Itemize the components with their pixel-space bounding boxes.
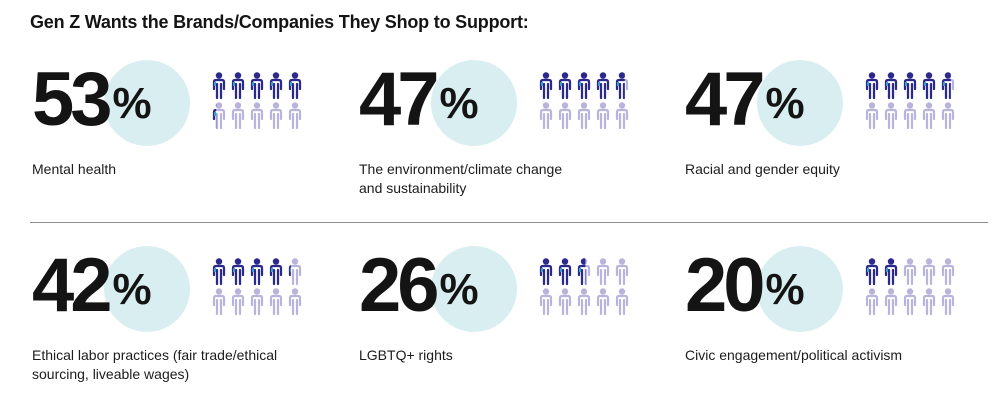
- person-icon: [922, 72, 936, 100]
- people-icon-grid: [537, 72, 637, 130]
- stat-card-civic-engagement: 20% Civic engagement/political activism: [683, 246, 983, 416]
- stat-label: Racial and gender equity: [685, 161, 840, 177]
- highlight-circle: [757, 246, 843, 332]
- person-icon: [884, 72, 898, 100]
- people-grid-svg: [539, 72, 629, 130]
- person-icon: [539, 258, 553, 286]
- person-icon: [539, 102, 553, 130]
- stat-label: Ethical labor practices (fair trade/ethi…: [32, 347, 278, 382]
- stat-value: 42%: [32, 243, 152, 328]
- person-icon: [250, 258, 264, 286]
- person-icon: [941, 102, 955, 130]
- person-icon: [231, 72, 245, 100]
- person-icon: [615, 258, 629, 286]
- person-icon: [615, 72, 629, 100]
- person-icon: [250, 102, 264, 130]
- divider: [30, 222, 988, 223]
- person-icon: [922, 102, 936, 130]
- person-icon: [212, 288, 226, 316]
- person-icon: [539, 288, 553, 316]
- stat-label: Mental health: [32, 161, 117, 177]
- person-icon: [903, 72, 917, 100]
- person-icon: [596, 72, 610, 100]
- person-icon: [922, 258, 936, 286]
- people-grid-svg: [539, 258, 629, 316]
- stat-value: 53%: [32, 57, 152, 142]
- person-icon: [922, 288, 936, 316]
- person-icon: [212, 102, 226, 130]
- highlight-circle: [431, 60, 517, 146]
- highlight-circle: [757, 60, 843, 146]
- person-icon: [269, 288, 283, 316]
- person-icon: [558, 72, 572, 100]
- people-grid-svg: [865, 72, 955, 130]
- person-icon: [865, 102, 879, 130]
- stat-label: The environment/climate change and susta…: [359, 161, 563, 196]
- person-icon: [941, 288, 955, 316]
- person-icon: [615, 288, 629, 316]
- stat-value: 26%: [359, 243, 479, 328]
- person-icon: [558, 288, 572, 316]
- person-icon: [903, 288, 917, 316]
- person-icon: [250, 72, 264, 100]
- person-icon: [865, 72, 879, 100]
- stat-label: Civic engagement/political activism: [685, 347, 903, 363]
- person-icon: [539, 72, 553, 100]
- person-icon: [577, 258, 591, 286]
- people-icon-grid: [863, 258, 963, 316]
- people-icon-grid: [537, 258, 637, 316]
- person-icon: [884, 288, 898, 316]
- person-icon: [903, 102, 917, 130]
- people-grid-svg: [212, 258, 302, 316]
- stat-card-environment: 47% The environment/climate change and s…: [357, 60, 657, 230]
- person-icon: [250, 288, 264, 316]
- person-icon: [615, 102, 629, 130]
- person-icon: [596, 288, 610, 316]
- highlight-circle: [104, 60, 190, 146]
- person-icon: [577, 72, 591, 100]
- people-icon-grid: [210, 72, 310, 130]
- person-icon: [865, 258, 879, 286]
- person-icon: [269, 258, 283, 286]
- person-icon: [884, 258, 898, 286]
- person-icon: [903, 258, 917, 286]
- stat-value: 47%: [359, 57, 479, 142]
- people-icon-grid: [863, 72, 963, 130]
- stat-value: 20%: [685, 243, 805, 328]
- person-icon: [212, 258, 226, 286]
- person-icon: [288, 258, 302, 286]
- stat-card-lgbtq-rights: 26% LGBTQ+ rights: [357, 246, 657, 416]
- person-icon: [596, 258, 610, 286]
- person-icon: [596, 102, 610, 130]
- stat-value: 47%: [685, 57, 805, 142]
- stat-label: LGBTQ+ rights: [359, 347, 453, 363]
- highlight-circle: [104, 246, 190, 332]
- stat-card-racial-gender-equity: 47% Racial and gender equity: [683, 60, 983, 230]
- person-icon: [941, 258, 955, 286]
- person-icon: [558, 102, 572, 130]
- person-icon: [288, 102, 302, 130]
- people-grid-svg: [865, 258, 955, 316]
- person-icon: [865, 288, 879, 316]
- page-title: Gen Z Wants the Brands/Companies They Sh…: [30, 12, 529, 32]
- person-icon: [231, 258, 245, 286]
- person-icon: [269, 72, 283, 100]
- person-icon: [231, 102, 245, 130]
- stat-card-mental-health: 53% Mental health: [30, 60, 330, 230]
- person-icon: [577, 288, 591, 316]
- people-grid-svg: [212, 72, 302, 130]
- person-icon: [941, 72, 955, 100]
- person-icon: [231, 288, 245, 316]
- person-icon: [269, 102, 283, 130]
- person-icon: [884, 102, 898, 130]
- person-icon: [577, 102, 591, 130]
- person-icon: [288, 72, 302, 100]
- stat-card-ethical-labor: 42% Ethical labor practices (fair trade/…: [30, 246, 330, 416]
- person-icon: [212, 72, 226, 100]
- people-icon-grid: [210, 258, 310, 316]
- highlight-circle: [431, 246, 517, 332]
- person-icon: [288, 288, 302, 316]
- person-icon: [558, 258, 572, 286]
